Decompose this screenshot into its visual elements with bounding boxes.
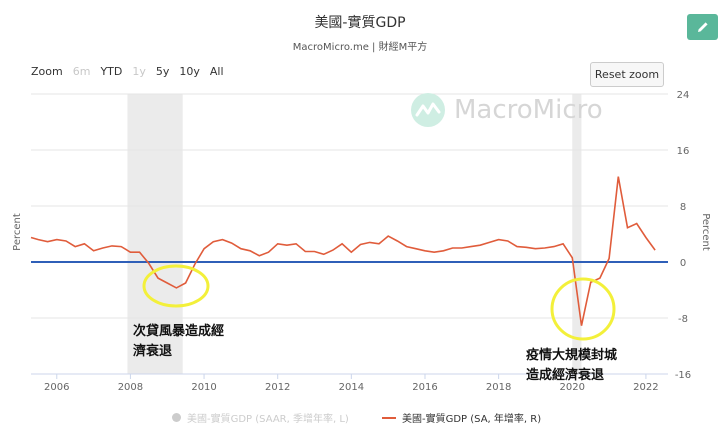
recession-band-0 bbox=[127, 94, 183, 374]
y-tick-label: -16 bbox=[675, 370, 691, 381]
x-tick-label: 2012 bbox=[265, 382, 290, 393]
y-axis-label-left: Percent bbox=[12, 213, 23, 251]
macromicro-logo-icon bbox=[411, 93, 445, 127]
pencil-icon bbox=[697, 22, 708, 32]
zoom-1y[interactable]: 1y bbox=[132, 65, 146, 78]
legend-label-sa: 美國-實質GDP (SA, 年增率, R) bbox=[402, 414, 542, 425]
highlight-circle-covid bbox=[550, 277, 616, 341]
annotation-gfc: 次貸風暴造成經 濟衰退 bbox=[133, 322, 224, 362]
recession-shading bbox=[127, 94, 582, 374]
zoom-ytd[interactable]: YTD bbox=[100, 65, 123, 78]
series-line-gdp-yoy bbox=[30, 176, 656, 326]
zoom-10y[interactable]: 10y bbox=[179, 65, 200, 78]
y-tick-label: 24 bbox=[677, 90, 690, 101]
zoom-all[interactable]: All bbox=[209, 65, 224, 78]
y-tick-label: 16 bbox=[677, 146, 690, 157]
watermark: MacroMicro bbox=[410, 92, 603, 128]
y-tick-label: 0 bbox=[680, 258, 686, 269]
legend-item-sa[interactable]: 美國-實質GDP (SA, 年增率, R) bbox=[382, 410, 541, 425]
y-axis-label-right: Percent bbox=[700, 213, 711, 251]
annotation-gfc-line2: 濟衰退 bbox=[133, 344, 173, 359]
x-tick-label: 2010 bbox=[191, 382, 216, 393]
zoom-selector: Zoom 6m YTD 1y 5y 10y All bbox=[31, 65, 234, 78]
recession-band-1 bbox=[572, 94, 582, 374]
y-tick-label: 8 bbox=[680, 202, 686, 213]
annotation-gfc-line1: 次貸風暴造成經 bbox=[133, 324, 225, 339]
annotation-covid: 疫情大規模封城 造成經濟衰退 bbox=[526, 346, 617, 386]
x-tick-label: 2008 bbox=[118, 382, 143, 393]
highlight-circle-gfc bbox=[142, 264, 210, 308]
x-tick-label: 2016 bbox=[412, 382, 437, 393]
annotation-covid-line2: 造成經濟衰退 bbox=[526, 368, 605, 383]
annotation-covid-line1: 疫情大規模封城 bbox=[526, 348, 618, 363]
watermark-text: MacroMicro bbox=[454, 95, 603, 125]
series-points bbox=[30, 176, 656, 326]
legend-marker-saar bbox=[172, 413, 181, 422]
zoom-label: Zoom bbox=[31, 65, 63, 78]
x-tick-label: 2006 bbox=[44, 382, 69, 393]
legend-label-saar: 美國-實質GDP (SAAR, 季增年率, L) bbox=[187, 414, 349, 425]
zoom-6m[interactable]: 6m bbox=[72, 65, 91, 78]
reset-zoom-button[interactable]: Reset zoom bbox=[590, 62, 664, 87]
chart-title: 美國-實質GDP bbox=[314, 15, 406, 31]
chart-subtitle: MacroMicro.me | 財經M平方 bbox=[292, 42, 428, 53]
zoom-5y[interactable]: 5y bbox=[155, 65, 170, 78]
x-tick-label: 2014 bbox=[339, 382, 364, 393]
legend-marker-sa bbox=[382, 416, 396, 419]
legend-item-saar[interactable]: 美國-實質GDP (SAAR, 季增年率, L) bbox=[172, 410, 349, 425]
y-axis-ticks: 24 16 8 0 -8 -16 bbox=[675, 90, 691, 381]
x-tick-label: 2022 bbox=[633, 382, 658, 393]
y-tick-label: -8 bbox=[678, 314, 688, 325]
x-axis-ticks: 2006 2008 2010 2012 2014 2016 2018 2020 2022 bbox=[44, 374, 659, 393]
x-tick-label: 2020 bbox=[560, 382, 585, 393]
edit-button[interactable] bbox=[687, 14, 718, 40]
x-tick-label: 2018 bbox=[486, 382, 511, 393]
